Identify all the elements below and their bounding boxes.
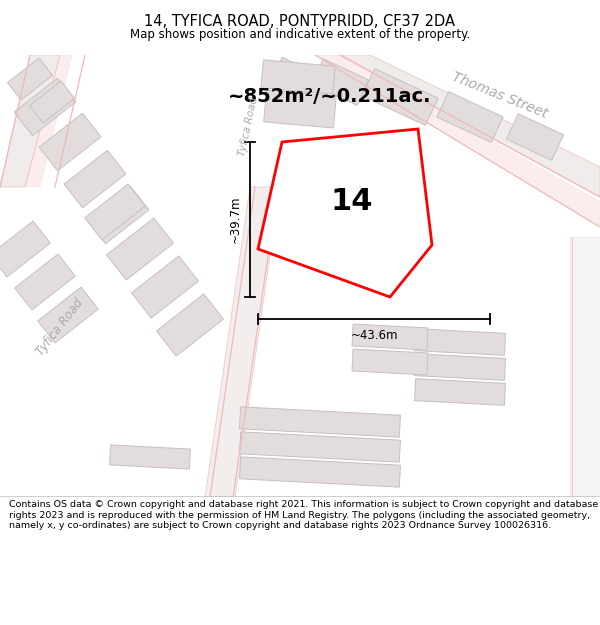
Text: ~852m²/~0.211ac.: ~852m²/~0.211ac. xyxy=(228,88,432,106)
Polygon shape xyxy=(506,114,563,160)
Polygon shape xyxy=(258,129,432,297)
Polygon shape xyxy=(352,324,428,350)
Polygon shape xyxy=(39,113,101,171)
Polygon shape xyxy=(7,58,53,100)
Text: Tyfica Road: Tyfica Road xyxy=(34,296,86,358)
Text: 14: 14 xyxy=(331,188,373,216)
Polygon shape xyxy=(38,287,98,343)
Polygon shape xyxy=(352,349,428,375)
Polygon shape xyxy=(131,256,199,318)
Polygon shape xyxy=(415,354,506,381)
Polygon shape xyxy=(0,55,60,187)
Polygon shape xyxy=(14,78,76,136)
Polygon shape xyxy=(272,58,319,97)
Polygon shape xyxy=(239,457,400,487)
Polygon shape xyxy=(107,218,173,280)
Text: Thomas Street: Thomas Street xyxy=(450,69,550,121)
Polygon shape xyxy=(437,92,503,142)
Polygon shape xyxy=(570,237,600,497)
Text: Contains OS data © Crown copyright and database right 2021. This information is : Contains OS data © Crown copyright and d… xyxy=(9,500,598,530)
Text: Tyfica Road: Tyfica Road xyxy=(237,96,259,158)
Text: ~43.6m: ~43.6m xyxy=(350,329,398,342)
Polygon shape xyxy=(87,186,149,244)
Polygon shape xyxy=(205,187,280,497)
Polygon shape xyxy=(340,55,600,197)
Polygon shape xyxy=(0,221,50,277)
Polygon shape xyxy=(261,60,335,94)
Polygon shape xyxy=(415,329,506,356)
Polygon shape xyxy=(15,254,75,310)
Polygon shape xyxy=(157,294,223,356)
Polygon shape xyxy=(315,55,600,227)
Text: Map shows position and indicative extent of the property.: Map shows position and indicative extent… xyxy=(130,28,470,41)
Polygon shape xyxy=(25,55,72,187)
Polygon shape xyxy=(64,150,126,208)
Text: 14, TYFICA ROAD, PONTYPRIDD, CF37 2DA: 14, TYFICA ROAD, PONTYPRIDD, CF37 2DA xyxy=(145,14,455,29)
Polygon shape xyxy=(311,59,368,105)
Text: ~39.7m: ~39.7m xyxy=(229,196,242,243)
Polygon shape xyxy=(29,81,74,123)
Polygon shape xyxy=(239,407,400,437)
Polygon shape xyxy=(415,379,506,406)
Polygon shape xyxy=(110,445,190,469)
Polygon shape xyxy=(264,90,336,128)
Polygon shape xyxy=(239,432,400,462)
Polygon shape xyxy=(85,184,145,240)
Polygon shape xyxy=(362,69,438,126)
